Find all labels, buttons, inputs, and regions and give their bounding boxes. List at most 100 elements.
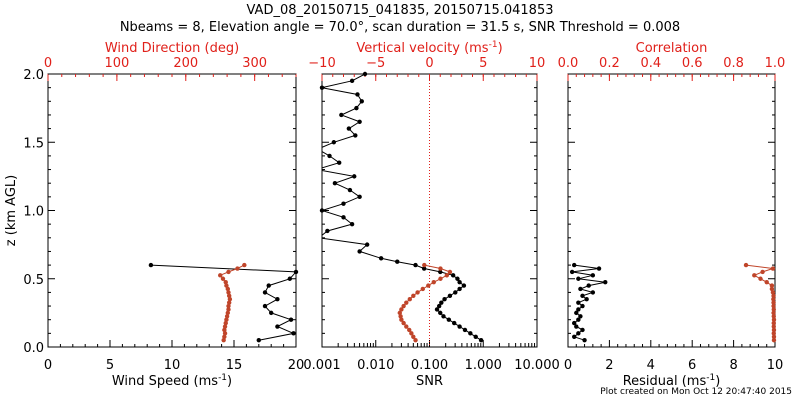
- panel-vertical_velocity-vertical-velocity-point: [395, 259, 400, 264]
- panel-vertical_velocity-snr-point: [401, 320, 406, 326]
- panel-wind-frame: [47, 73, 297, 348]
- panel-vertical_velocity-snr-point: [438, 266, 443, 271]
- panel-residual-top-tick-label: 1.0: [765, 56, 786, 71]
- panel-residual-bottom-tick-label: 0: [564, 358, 572, 373]
- panel-residual-top-tick-label: 0.4: [640, 56, 661, 71]
- panel-vertical_velocity-vertical-velocity-point: [319, 208, 325, 213]
- panel-vertical_velocity-vertical-velocity-point: [442, 297, 447, 302]
- panel-vertical_velocity-top-tick-label: 10: [529, 56, 546, 71]
- panel-wind-wind-direction-point: [227, 297, 233, 302]
- y-tick-label: 0.5: [23, 273, 44, 288]
- panel-vertical_velocity-vertical-velocity-point: [378, 256, 384, 261]
- panel-vertical_velocity-snr-point: [413, 337, 418, 343]
- panel-wind-wind-direction-point: [222, 331, 228, 336]
- panel-vertical_velocity-snr-point: [411, 334, 416, 339]
- panel-residual-top-axis-label: Correlation: [636, 41, 708, 56]
- panel-residual-bottom-tick-label: 6: [688, 358, 696, 373]
- panel-vertical_velocity-snr-point: [431, 279, 436, 285]
- panel-vertical_velocity-vertical-velocity-point: [473, 334, 478, 339]
- panel-wind-top-axis-label: Wind Direction (deg): [105, 41, 239, 56]
- panel-vertical_velocity-vertical-velocity-point: [349, 221, 355, 227]
- panel-vertical_velocity-vertical-velocity-point: [441, 314, 446, 319]
- panel-residual-bottom-tick-label: 2: [605, 358, 613, 373]
- panel-wind-wind-direction-point: [226, 293, 232, 299]
- panel-vertical_velocity-vertical-velocity-point: [438, 310, 443, 316]
- panel-vertical_velocity-snr-point: [399, 307, 404, 312]
- panel-wind-wind-speed-point: [262, 290, 268, 295]
- panel-residual-correlation-point: [771, 300, 776, 305]
- panel-residual-correlation-point: [771, 307, 776, 312]
- panel-vertical_velocity-vertical-velocity-point: [438, 269, 443, 275]
- panel-vertical_velocity-vertical-velocity-point: [362, 71, 368, 77]
- panel-residual-correlation-point: [771, 297, 776, 302]
- panel-residual-top-tick-label: 0.0: [558, 56, 579, 71]
- panel-wind-wind-direction-point: [226, 290, 231, 295]
- panel-wind-wind-direction-point: [226, 303, 231, 309]
- panel-wind-wind-speed-point: [293, 269, 299, 275]
- panel-vertical_velocity-bottom-tick-label: 0.010: [357, 358, 394, 373]
- panel-wind-wind-speed-point: [288, 317, 294, 322]
- panel-vertical_velocity-top-tick-label: −10: [308, 56, 335, 71]
- panel-residual-residual-point: [590, 290, 596, 295]
- panel-vertical_velocity-vertical-velocity-point: [462, 327, 468, 333]
- panel-residual-residual-point: [576, 307, 581, 312]
- panel-vertical_velocity-vertical-velocity-point: [364, 242, 370, 247]
- panel-vertical_velocity-vertical-velocity-point: [347, 187, 353, 193]
- panel-vertical_velocity-vertical-velocity-point: [468, 331, 473, 336]
- panel-residual-correlation-point: [771, 293, 776, 299]
- panel-residual-frame: [567, 73, 776, 348]
- panel-residual-correlation-point: [771, 303, 776, 309]
- panel-vertical_velocity-snr-point: [415, 290, 420, 295]
- panel-vertical_velocity-vertical-velocity-point: [332, 181, 338, 186]
- panel-residual-bottom-axis-label: Residual (ms-1): [623, 373, 721, 389]
- panel-residual-correlation-line: [745, 264, 775, 341]
- panel-residual-top-tick-label: 0.6: [682, 56, 703, 71]
- panel-residual-bottom-tick-label: 4: [647, 358, 655, 373]
- panel-vertical_velocity-vertical-velocity-point: [319, 85, 325, 90]
- panel-vertical_velocity-snr-point: [420, 286, 425, 292]
- panel-wind-wind-direction-point: [224, 317, 229, 322]
- panel-vertical_velocity-vertical-velocity-point: [413, 262, 418, 268]
- panel-residual-residual-point: [580, 293, 585, 299]
- panel-vertical_velocity-vertical-velocity-point: [349, 78, 355, 84]
- panel-residual-residual-point: [596, 266, 602, 271]
- panel-residual-residual-point: [603, 279, 608, 285]
- panel-vertical_velocity-bottom-tick-label: 0.100: [411, 358, 448, 373]
- panel-wind-bottom-tick-label: 20: [288, 358, 305, 373]
- panel-vertical_velocity-snr-point: [399, 317, 404, 322]
- panel-residual-correlation-point: [769, 283, 775, 288]
- panel-vertical_velocity-bottom-tick-label: 1.000: [465, 358, 502, 373]
- panel-wind-wind-direction-point: [221, 337, 226, 343]
- chart-subtitle: Nbeams = 8, Elevation angle = 70.0°, sca…: [119, 20, 681, 35]
- panel-residual-residual-point: [576, 300, 581, 305]
- y-tick-label: 1.5: [23, 136, 44, 151]
- panel-residual-correlation-point: [771, 334, 777, 339]
- panel-residual-residual-point: [584, 297, 589, 302]
- panel-residual-residual-point: [576, 276, 581, 281]
- panel-vertical_velocity-top-tick-label: 5: [479, 56, 487, 71]
- panel-vertical_velocity-snr-point: [401, 303, 406, 309]
- y-tick-label: 2.0: [23, 68, 44, 83]
- panel-wind-wind-direction-point: [235, 266, 240, 271]
- panel-vertical_velocity-vertical-velocity-point: [439, 300, 444, 305]
- panel-residual-top-tick-label: 0.8: [723, 56, 744, 71]
- panel-vertical_velocity-vertical-velocity-point: [447, 293, 453, 299]
- panel-residual-correlation-point: [760, 269, 765, 275]
- panel-wind-wind-direction-point: [224, 283, 229, 288]
- panel-residual-correlation-point: [770, 266, 776, 271]
- panel-residual-residual-point: [572, 334, 577, 339]
- panel-vertical_velocity-snr-point: [422, 262, 427, 268]
- panel-wind-top-tick-label: 0: [44, 56, 52, 71]
- panel-residual-correlation-point: [771, 331, 776, 336]
- panel-residual-correlation-point: [771, 310, 776, 316]
- panel-residual-residual-point: [576, 317, 581, 322]
- panel-vertical_velocity-vertical-velocity-point: [359, 99, 364, 104]
- chart-title: VAD_08_20150715_041835, 20150715.041853: [246, 3, 554, 18]
- panel-vertical_velocity-vertical-velocity-point: [346, 126, 352, 131]
- y-tick-label: 0.0: [23, 341, 44, 356]
- panel-wind-wind-speed-point: [269, 310, 274, 316]
- panel-vertical_velocity-vertical-velocity-point: [455, 276, 460, 281]
- panel-vertical_velocity-vertical-velocity-point: [457, 279, 462, 285]
- panel-vertical_velocity-snr-point: [438, 276, 443, 281]
- panel-wind-bottom-axis-label: Wind Speed (ms-1): [112, 373, 232, 389]
